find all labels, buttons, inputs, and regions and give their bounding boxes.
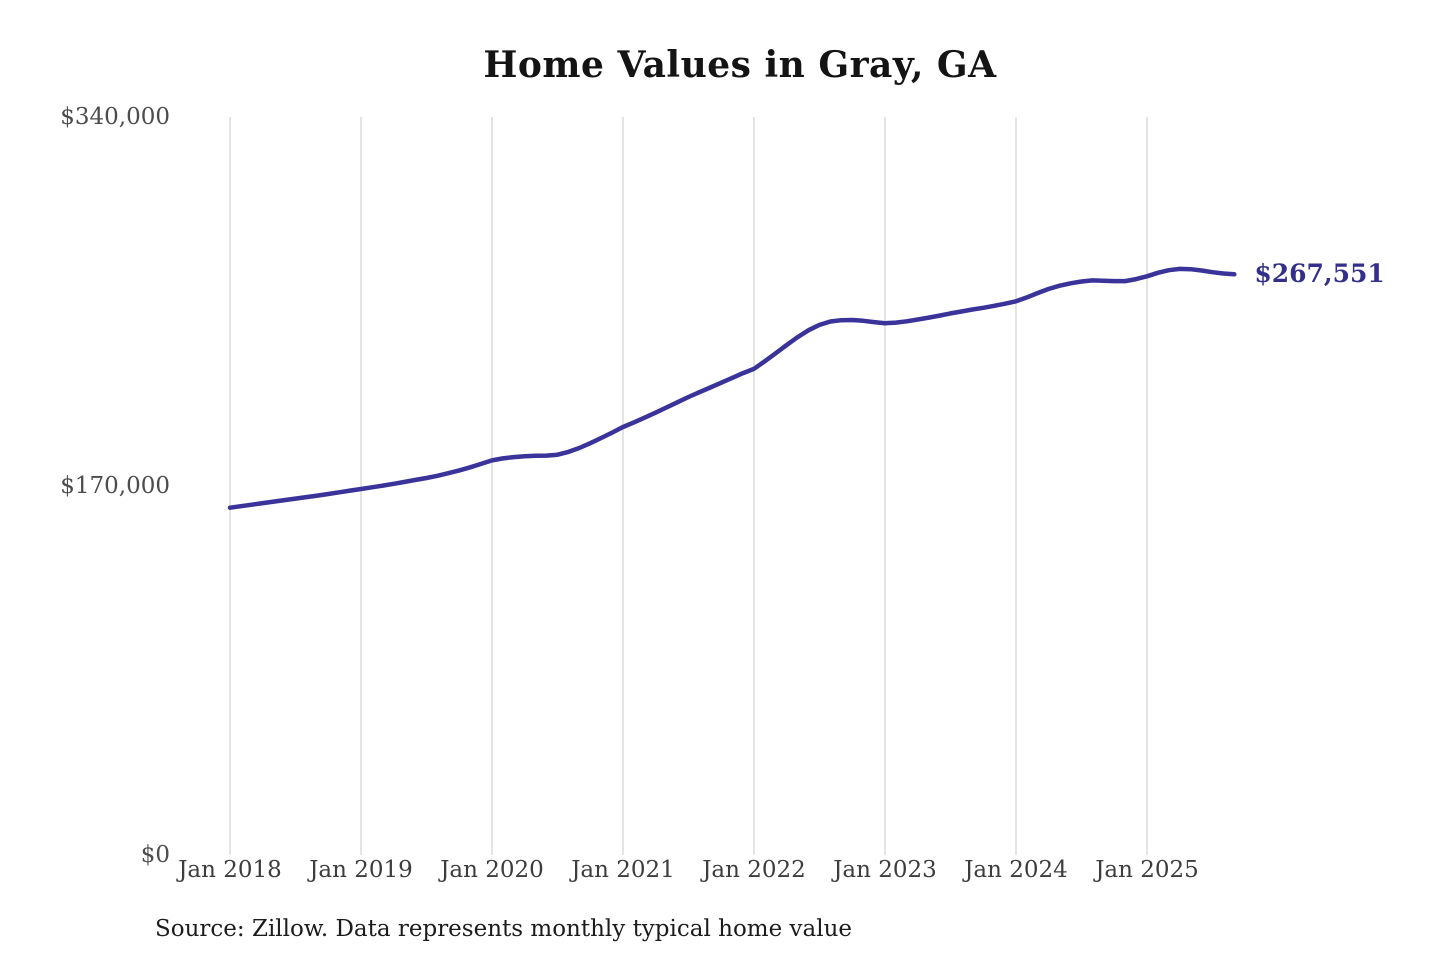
chart-title: Home Values in Gray, GA [483, 44, 997, 86]
x-tick-label: Jan 2022 [702, 857, 806, 883]
x-tick-label: Jan 2019 [309, 857, 413, 883]
home-value-line [227, 266, 1237, 510]
x-tick-label: Jan 2021 [571, 857, 675, 883]
y-tick-label: $170,000 [60, 473, 170, 499]
x-tick-label: Jan 2024 [964, 857, 1068, 883]
x-tick-label: Jan 2020 [440, 857, 544, 883]
y-tick-label: $0 [140, 842, 170, 868]
latest-value-label: $267,551 [1254, 259, 1385, 289]
x-tick-label: Jan 2025 [1095, 857, 1199, 883]
source-note: Source: Zillow. Data represents monthly … [155, 916, 853, 942]
x-tick-label: Jan 2023 [833, 857, 937, 883]
x-tick-label: Jan 2018 [178, 857, 282, 883]
y-tick-label: $340,000 [60, 104, 170, 130]
